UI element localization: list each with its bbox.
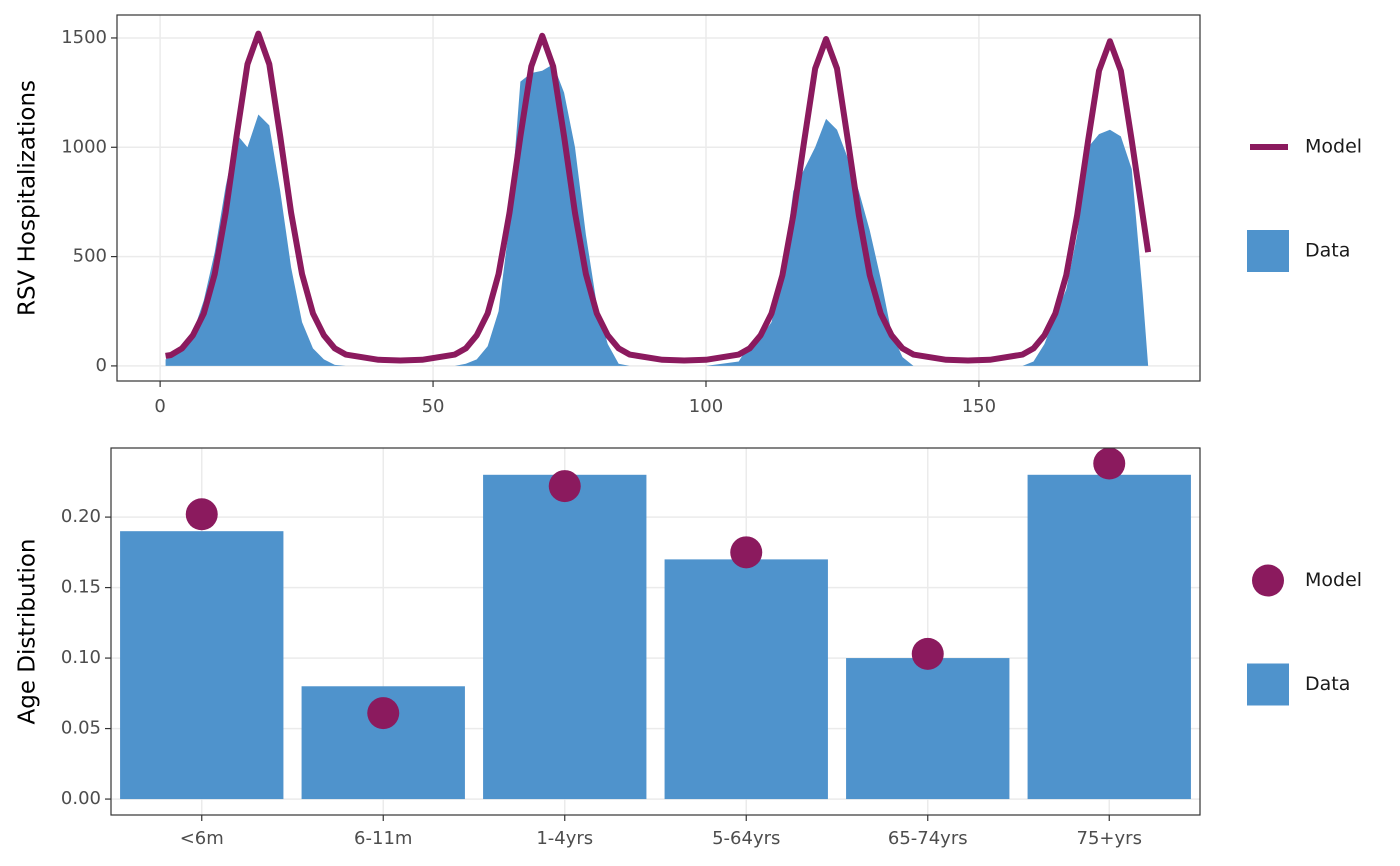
bar xyxy=(1027,474,1191,800)
data-area xyxy=(165,64,1149,366)
bar xyxy=(664,559,828,800)
model-point xyxy=(911,637,944,670)
y-tick-label: 0.05 xyxy=(61,718,101,739)
y-tick-label: 0.10 xyxy=(61,647,101,668)
x-tick-label: 65-74yrs xyxy=(888,828,968,849)
y-tick-label: 0 xyxy=(96,355,107,376)
x-tick-label: 150 xyxy=(962,396,996,417)
y-tick-label: 1000 xyxy=(61,136,107,157)
legend-label: Data xyxy=(1305,673,1350,695)
x-tick-label: 50 xyxy=(422,396,445,417)
y-tick-label: 0.00 xyxy=(61,788,101,809)
x-tick-label: 0 xyxy=(154,396,165,417)
model-point xyxy=(367,697,400,730)
model-point xyxy=(730,536,763,569)
legend-label: Model xyxy=(1305,569,1362,591)
y-axis-title: RSV Hospitalizations xyxy=(15,80,41,316)
legend-label: Data xyxy=(1305,240,1350,262)
x-tick-label: 75+yrs xyxy=(1077,828,1142,849)
bar xyxy=(483,474,647,800)
model-point xyxy=(548,470,581,503)
legend-key xyxy=(1247,230,1289,272)
y-axis-title: Age Distribution xyxy=(15,539,41,725)
y-tick-label: 500 xyxy=(73,246,107,267)
y-tick-label: 1500 xyxy=(61,27,107,48)
model-point xyxy=(1093,447,1126,480)
bar xyxy=(846,658,1010,800)
panel-background xyxy=(111,448,1200,815)
panel-border xyxy=(116,14,1201,382)
y-tick-label: 0.15 xyxy=(61,577,101,598)
x-tick-label: 100 xyxy=(689,396,723,417)
x-tick-label: 5-64yrs xyxy=(712,828,780,849)
legend-key xyxy=(1252,564,1284,597)
x-tick-label: 1-4yrs xyxy=(536,828,593,849)
bar xyxy=(120,531,284,800)
legend-label: Model xyxy=(1305,136,1362,158)
x-tick-label: 6-11m xyxy=(354,828,412,849)
x-tick-label: <6m xyxy=(180,828,224,849)
model-line xyxy=(165,30,1152,364)
model-point xyxy=(185,498,218,531)
y-tick-label: 0.20 xyxy=(61,506,101,527)
legend-key xyxy=(1247,663,1289,706)
panel-border xyxy=(110,447,1201,816)
